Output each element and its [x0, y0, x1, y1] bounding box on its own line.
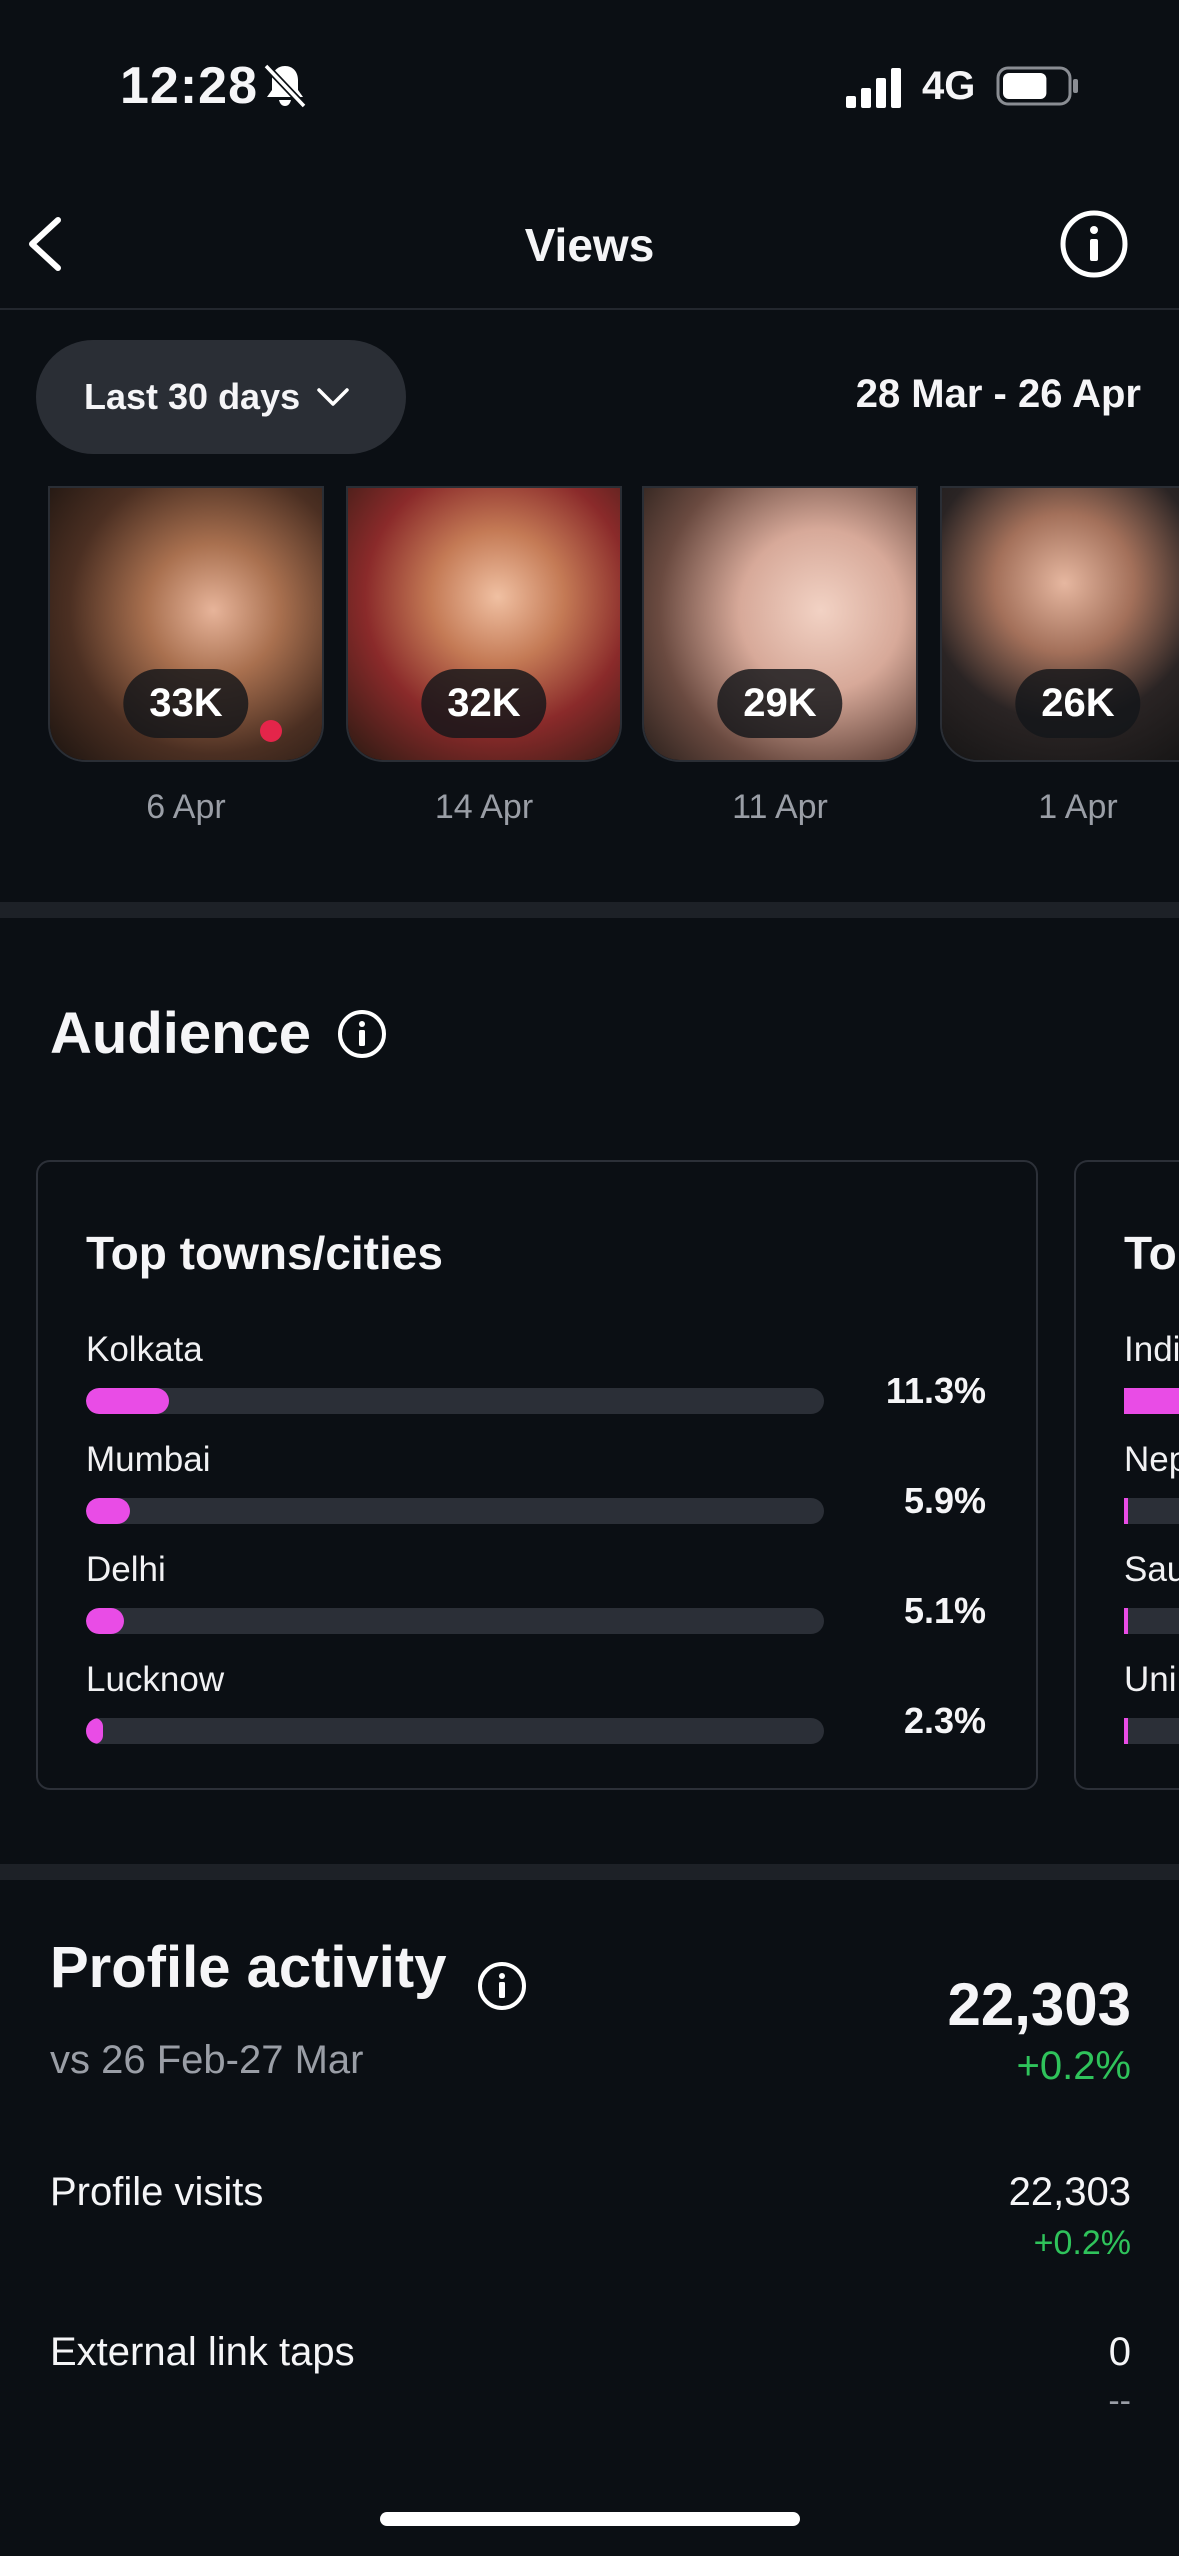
date-range-text: 28 Mar - 26 Apr: [855, 372, 1141, 416]
metric-value-external-link-taps: 0: [1108, 2330, 1131, 2374]
profile-activity-title: Profile activity: [50, 1935, 447, 2000]
profile-activity-delta: +0.2%: [1016, 2044, 1131, 2088]
reel-date: 11 Apr: [732, 788, 828, 826]
page-title: Views: [524, 219, 655, 271]
city-percentage: 11.3%: [885, 1370, 986, 1411]
like-badge-icon: [260, 720, 282, 742]
city-name: Kolkata: [86, 1330, 203, 1369]
city-row: Lucknow 2.3%: [86, 1660, 986, 1770]
info-icon[interactable]: [1058, 208, 1130, 280]
reel-thumbnail[interactable]: 29K: [642, 486, 918, 762]
bell-off-icon: [263, 63, 307, 109]
reel-date: 6 Apr: [146, 788, 226, 826]
city-row: Mumbai 5.9%: [86, 1440, 986, 1550]
cellular-signal-icon: [846, 68, 901, 108]
reel-view-count: 33K: [123, 669, 249, 738]
metric-delta-external-link-taps: --: [1108, 2382, 1131, 2420]
metric-value-profile-visits: 22,303: [1008, 2170, 1131, 2214]
city-row: Kolkata 11.3%: [86, 1330, 986, 1440]
info-icon[interactable]: [476, 1960, 528, 2012]
network-type: 4G: [922, 64, 976, 108]
back-chevron-icon[interactable]: [18, 212, 74, 276]
city-bar-track: [86, 1388, 824, 1414]
city-percentage: 2.3%: [903, 1700, 986, 1741]
top-cities-card[interactable]: Top towns/cities Kolkata 11.3% Mumbai 5.…: [36, 1160, 1038, 1790]
country-bar-track: [1124, 1608, 1179, 1634]
audience-title: Audience: [50, 1001, 312, 1066]
card-title: Top towns/cities: [86, 1227, 443, 1279]
reel-view-count: 32K: [421, 669, 547, 738]
country-bar-fill: [1124, 1388, 1179, 1414]
country-name: Uni: [1124, 1660, 1177, 1699]
city-bar-fill: [86, 1498, 130, 1524]
city-bar-track: [86, 1608, 824, 1634]
nav-bar: Views: [0, 170, 1179, 310]
city-percentage: 5.9%: [903, 1480, 986, 1521]
section-divider: [0, 1864, 1179, 1880]
city-bar-track: [86, 1718, 824, 1744]
metric-label-external-link-taps: External link taps: [50, 2330, 355, 2374]
country-name: Sau: [1124, 1550, 1179, 1589]
chevron-down-icon: [317, 388, 349, 406]
reel-thumbnail[interactable]: 32K: [346, 486, 622, 762]
city-bar-fill: [86, 1388, 170, 1414]
reel-view-count: 29K: [717, 669, 843, 738]
status-time: 12:28: [120, 57, 258, 115]
city-bar-fill: [86, 1608, 124, 1634]
info-icon[interactable]: [336, 1008, 388, 1060]
country-bar-fill: [1124, 1498, 1128, 1524]
city-name: Lucknow: [86, 1660, 225, 1699]
reel-thumbnail[interactable]: 26K: [940, 486, 1179, 762]
reel-date: 1 Apr: [1038, 788, 1118, 826]
country-bar-track: [1124, 1498, 1179, 1524]
country-name: Nep: [1124, 1440, 1179, 1479]
date-range-dropdown[interactable]: Last 30 days: [36, 340, 406, 454]
status-bar: 12:28 4G: [0, 0, 1179, 170]
country-bar-fill: [1124, 1718, 1128, 1744]
profile-activity-total: 22,303: [947, 1971, 1131, 2038]
home-indicator: [380, 2512, 800, 2526]
reel-thumbnail[interactable]: 33K: [48, 486, 324, 762]
city-name: Delhi: [86, 1550, 166, 1589]
top-countries-card[interactable]: To Indi Nep Sau Uni: [1074, 1160, 1179, 1790]
date-range-dropdown-label: Last 30 days: [84, 376, 301, 417]
metric-delta-profile-visits: +0.2%: [1033, 2224, 1131, 2262]
city-row: Delhi 5.1%: [86, 1550, 986, 1660]
city-percentage: 5.1%: [903, 1590, 986, 1631]
reel-date: 14 Apr: [434, 788, 534, 826]
city-name: Mumbai: [86, 1440, 211, 1479]
country-name: Indi: [1124, 1330, 1179, 1369]
battery-icon: [996, 66, 1078, 106]
reel-view-count: 26K: [1015, 669, 1141, 738]
city-bar-track: [86, 1498, 824, 1524]
top-reels-strip[interactable]: 33K 6 Apr 32K 14 Apr 29K 11 Apr 26K 1 Ap…: [0, 486, 1179, 836]
section-divider: [0, 902, 1179, 918]
country-bar-track: [1124, 1718, 1179, 1744]
comparison-period: vs 26 Feb-27 Mar: [50, 2038, 364, 2082]
country-bar-fill: [1124, 1608, 1128, 1634]
city-bar-fill: [86, 1718, 103, 1744]
card-title: To: [1124, 1227, 1177, 1279]
metric-label-profile-visits: Profile visits: [50, 2170, 264, 2214]
